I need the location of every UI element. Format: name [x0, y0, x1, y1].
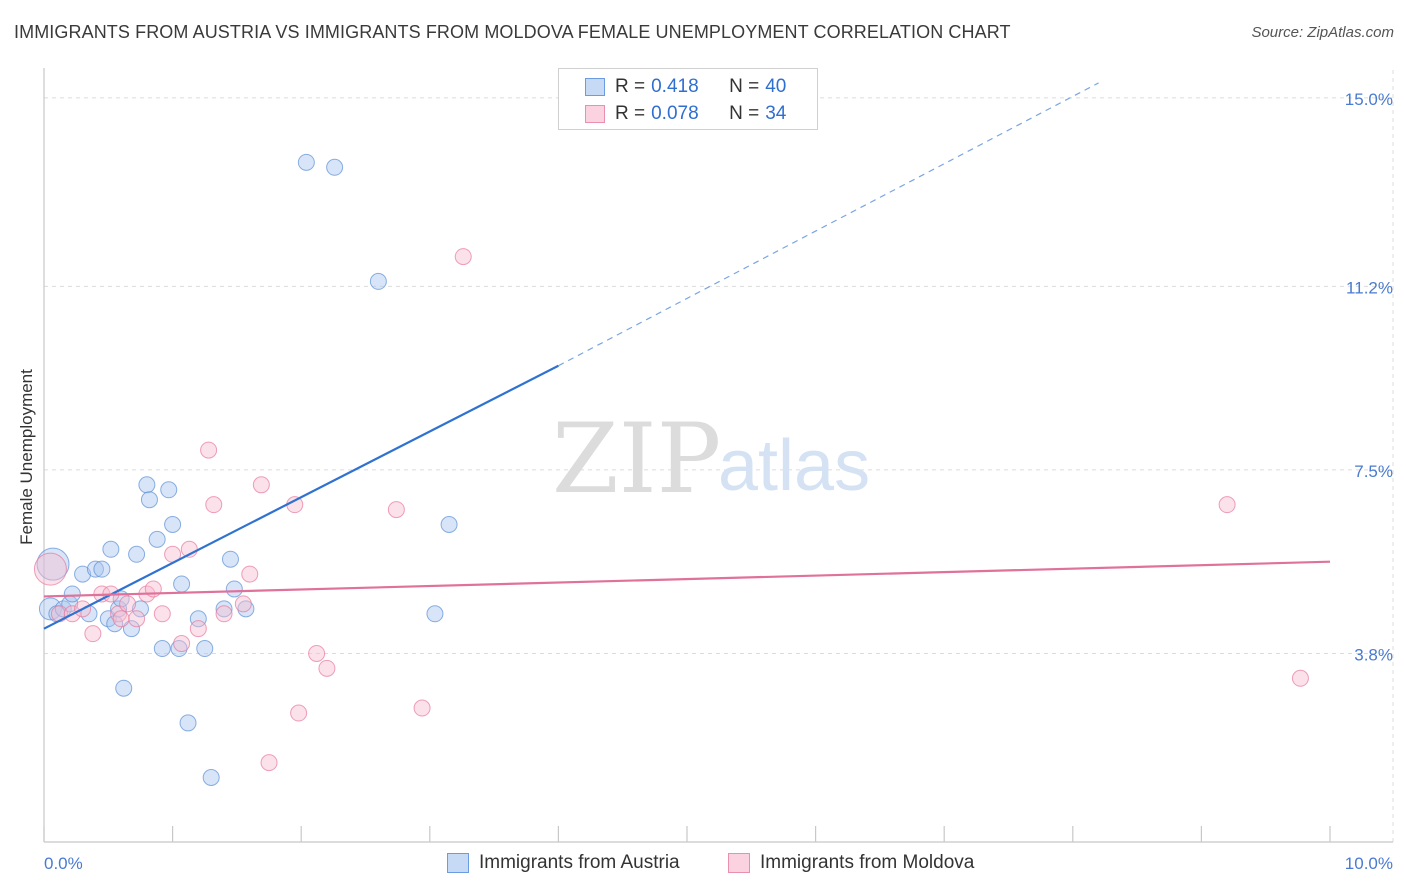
point-austria	[36, 547, 70, 581]
point-austria	[170, 640, 188, 658]
point-moldova	[1291, 669, 1309, 687]
legend-r-value: 0.078	[651, 103, 699, 124]
point-moldova	[153, 605, 171, 623]
point-moldova	[318, 659, 336, 677]
y-tick-label: 11.2%	[1346, 278, 1393, 297]
legend-n-label: N =	[729, 76, 760, 97]
x-tick-label: 10.0%	[1345, 854, 1393, 873]
point-austria	[148, 530, 166, 548]
point-moldova	[387, 501, 405, 519]
series-legend-austria[interactable]: Immigrants from Austria	[447, 852, 680, 874]
point-austria	[153, 640, 171, 658]
source-credit: Source: ZipAtlas.com	[1251, 24, 1394, 41]
series-swatch-austria	[447, 853, 469, 873]
point-moldova	[252, 476, 270, 494]
x-tick-label: 0.0%	[44, 854, 83, 873]
point-moldova	[413, 699, 431, 717]
point-austria	[426, 605, 444, 623]
point-moldova	[234, 595, 252, 613]
point-moldova	[241, 565, 259, 583]
point-austria	[173, 575, 191, 593]
point-moldova	[205, 496, 223, 514]
y-tick-label: 3.8%	[1354, 645, 1393, 664]
axes	[43, 68, 1393, 843]
point-moldova	[1218, 496, 1236, 514]
y-tick-label: 7.5%	[1354, 462, 1393, 481]
point-austria	[102, 540, 120, 558]
series-label-moldova: Immigrants from Moldova	[760, 852, 975, 873]
chart-title: IMMIGRANTS FROM AUSTRIA VS IMMIGRANTS FR…	[14, 22, 1011, 42]
tick-labels: 3.8% 7.5% 11.2% 15.0% 0.0% 10.0%	[44, 90, 1393, 873]
point-austria	[86, 560, 104, 578]
point-austria	[440, 515, 458, 533]
legend-swatch-moldova	[585, 105, 605, 123]
point-moldova	[286, 496, 304, 514]
point-moldova	[189, 620, 207, 638]
legend-n-value: 34	[765, 103, 787, 124]
point-moldova	[119, 595, 137, 613]
point-moldova	[454, 248, 472, 266]
y-tick-label: 15.0%	[1345, 90, 1393, 109]
data-points	[33, 153, 1309, 787]
trend-lines	[43, 82, 1331, 630]
trend-line-moldova	[43, 560, 1331, 598]
point-austria	[63, 585, 81, 603]
trend-line-austria-extension	[558, 82, 1099, 367]
point-austria	[131, 600, 149, 618]
point-austria	[74, 565, 92, 583]
point-austria	[115, 679, 133, 697]
series-swatch-moldova	[728, 853, 750, 873]
legend-r-value: 0.418	[651, 76, 699, 97]
point-austria	[128, 545, 146, 563]
point-moldova	[290, 704, 308, 722]
point-moldova	[260, 754, 278, 772]
point-austria	[164, 515, 182, 533]
point-austria	[138, 476, 156, 494]
point-austria	[225, 580, 243, 598]
point-moldova	[200, 441, 218, 459]
stats-legend: R = 0.418 N = 40 R = 0.078 N = 34	[558, 68, 818, 130]
point-moldova	[33, 552, 67, 586]
point-austria	[202, 769, 220, 787]
point-austria	[122, 620, 140, 638]
legend-row-austria: R = 0.418 N = 40	[585, 75, 786, 99]
point-moldova	[308, 644, 326, 662]
point-austria	[297, 153, 315, 171]
point-austria	[110, 600, 128, 618]
point-moldova	[112, 610, 130, 628]
point-moldova	[173, 635, 191, 653]
point-austria	[369, 272, 387, 290]
legend-n-value: 40	[765, 76, 787, 97]
point-moldova	[84, 625, 102, 643]
legend-row-moldova: R = 0.078 N = 34	[585, 102, 786, 126]
legend-n-label: N =	[729, 103, 760, 124]
series-legend: Immigrants from Austria Immigrants from …	[0, 850, 1406, 878]
point-austria	[140, 491, 158, 509]
watermark-zip: ZIP	[552, 403, 721, 515]
series-legend-moldova[interactable]: Immigrants from Moldova	[728, 852, 974, 874]
point-moldova	[215, 605, 233, 623]
point-austria	[189, 610, 207, 628]
legend-r-label: R =	[615, 103, 646, 124]
point-austria	[179, 714, 197, 732]
trend-line-austria	[43, 364, 559, 630]
legend-r-label: R =	[615, 76, 646, 97]
watermark-atlas: atlas	[718, 426, 870, 506]
series-label-austria: Immigrants from Austria	[479, 852, 680, 873]
point-austria	[93, 560, 111, 578]
point-austria	[196, 640, 214, 658]
legend-swatch-austria	[585, 78, 605, 96]
point-moldova	[128, 610, 146, 628]
point-austria	[160, 481, 178, 499]
point-austria	[215, 600, 233, 618]
point-austria	[221, 550, 239, 568]
point-austria	[237, 600, 255, 618]
point-austria	[326, 158, 344, 176]
